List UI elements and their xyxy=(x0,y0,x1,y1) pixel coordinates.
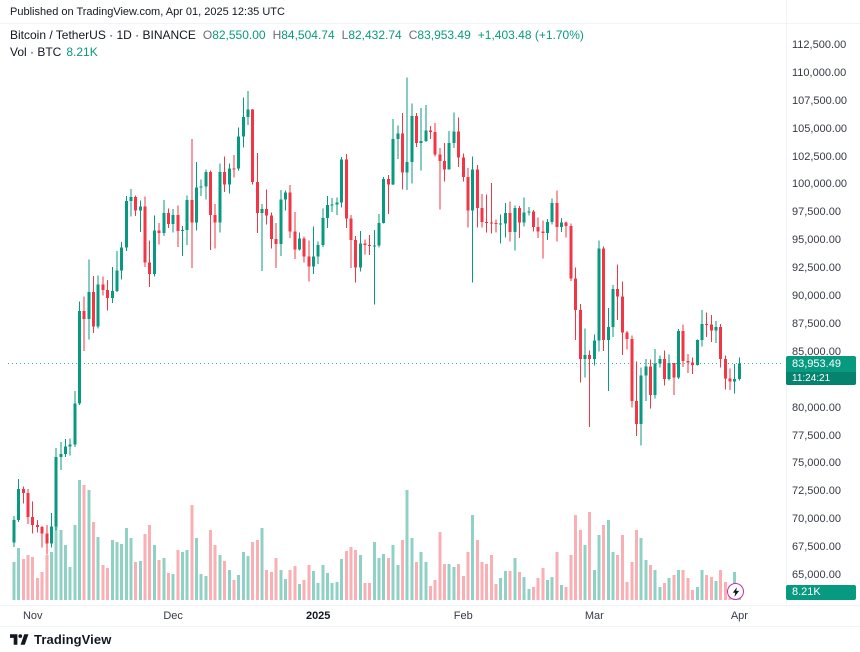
price-axis-label: 97,500.00 xyxy=(792,206,841,219)
price-axis-label: 72,500.00 xyxy=(792,485,841,498)
price-axis-label: 110,000.00 xyxy=(792,66,847,79)
time-axis-label: Mar xyxy=(584,610,604,622)
flash-button[interactable] xyxy=(727,583,744,600)
price-axis-label: 75,000.00 xyxy=(792,457,841,470)
chart-legend: Bitcoin / TetherUS · 1D · BINANCE O82,550… xyxy=(10,27,584,61)
price-axis-label: 107,500.00 xyxy=(792,94,848,107)
tradingview-brand-text: TradingView xyxy=(34,632,112,647)
footer-divider xyxy=(0,626,860,627)
legend-row-symbol: Bitcoin / TetherUS · 1D · BINANCE O82,550… xyxy=(10,27,584,44)
price-axis-label: 105,000.00 xyxy=(792,122,848,135)
change-value: +1,403.48 (+1.70%) xyxy=(477,28,584,42)
price-axis-label: 90,000.00 xyxy=(792,290,841,303)
close-value: 83,953.49 xyxy=(417,28,471,42)
close-label: C xyxy=(408,28,418,42)
last-price-badge: 83,953.49 11:24:21 xyxy=(786,355,856,385)
low-value: 82,432.74 xyxy=(348,28,402,42)
time-axis-label: Apr xyxy=(730,610,748,622)
time-axis[interactable]: Nov Dec 2025 Feb Mar Apr xyxy=(0,608,786,626)
low-label: L xyxy=(341,28,349,42)
tradingview-logo-icon xyxy=(10,634,29,645)
price-axis-label: 77,500.00 xyxy=(792,429,841,442)
volume-value: 8.21K xyxy=(66,45,98,59)
price-axis-label: 100,000.00 xyxy=(792,178,848,191)
price-axis-label: 70,000.00 xyxy=(792,513,841,526)
price-axis-label: 92,500.00 xyxy=(792,262,841,275)
price-axis[interactable]: 112,500.00 110,000.00 107,500.00 105,000.00… xyxy=(786,0,860,624)
time-axis-label: Feb xyxy=(453,610,473,622)
time-axis-divider xyxy=(0,605,860,606)
price-axis-label: 95,000.00 xyxy=(792,234,841,247)
time-axis-label: 2025 xyxy=(305,610,331,622)
time-axis-label: Nov xyxy=(22,610,43,622)
high-value: 84,504.74 xyxy=(281,28,335,42)
price-axis-label: 65,000.00 xyxy=(792,569,841,581)
legend-row-volume: Vol · BTC 8.21K xyxy=(10,44,584,61)
last-volume-badge: 8.21K xyxy=(786,585,856,600)
tradingview-footer-link[interactable]: TradingView xyxy=(10,632,111,647)
price-axis-label: 112,500.00 xyxy=(792,39,847,51)
price-axis-label: 80,000.00 xyxy=(792,401,841,414)
time-axis-label: Dec xyxy=(163,610,183,622)
price-axis-label: 87,500.00 xyxy=(792,317,841,330)
open-value: 82,550.00 xyxy=(212,28,266,42)
high-label: H xyxy=(272,28,282,42)
last-price-value: 83,953.49 xyxy=(792,357,841,370)
price-axis-label: 102,500.00 xyxy=(792,150,848,163)
bar-countdown: 11:24:21 xyxy=(786,371,856,385)
price-axis-divider xyxy=(786,0,787,605)
symbol-title: Bitcoin / TetherUS · 1D · BINANCE xyxy=(10,28,196,42)
published-line: Published on TradingView.com, Apr 01, 20… xyxy=(10,6,285,18)
header-divider xyxy=(0,23,860,24)
lightning-icon xyxy=(732,586,739,597)
volume-label: Vol · BTC xyxy=(10,45,62,59)
open-label: O xyxy=(202,28,213,42)
price-axis-label: 85,000.00 xyxy=(792,345,841,358)
price-axis-label: 67,500.00 xyxy=(792,541,841,554)
